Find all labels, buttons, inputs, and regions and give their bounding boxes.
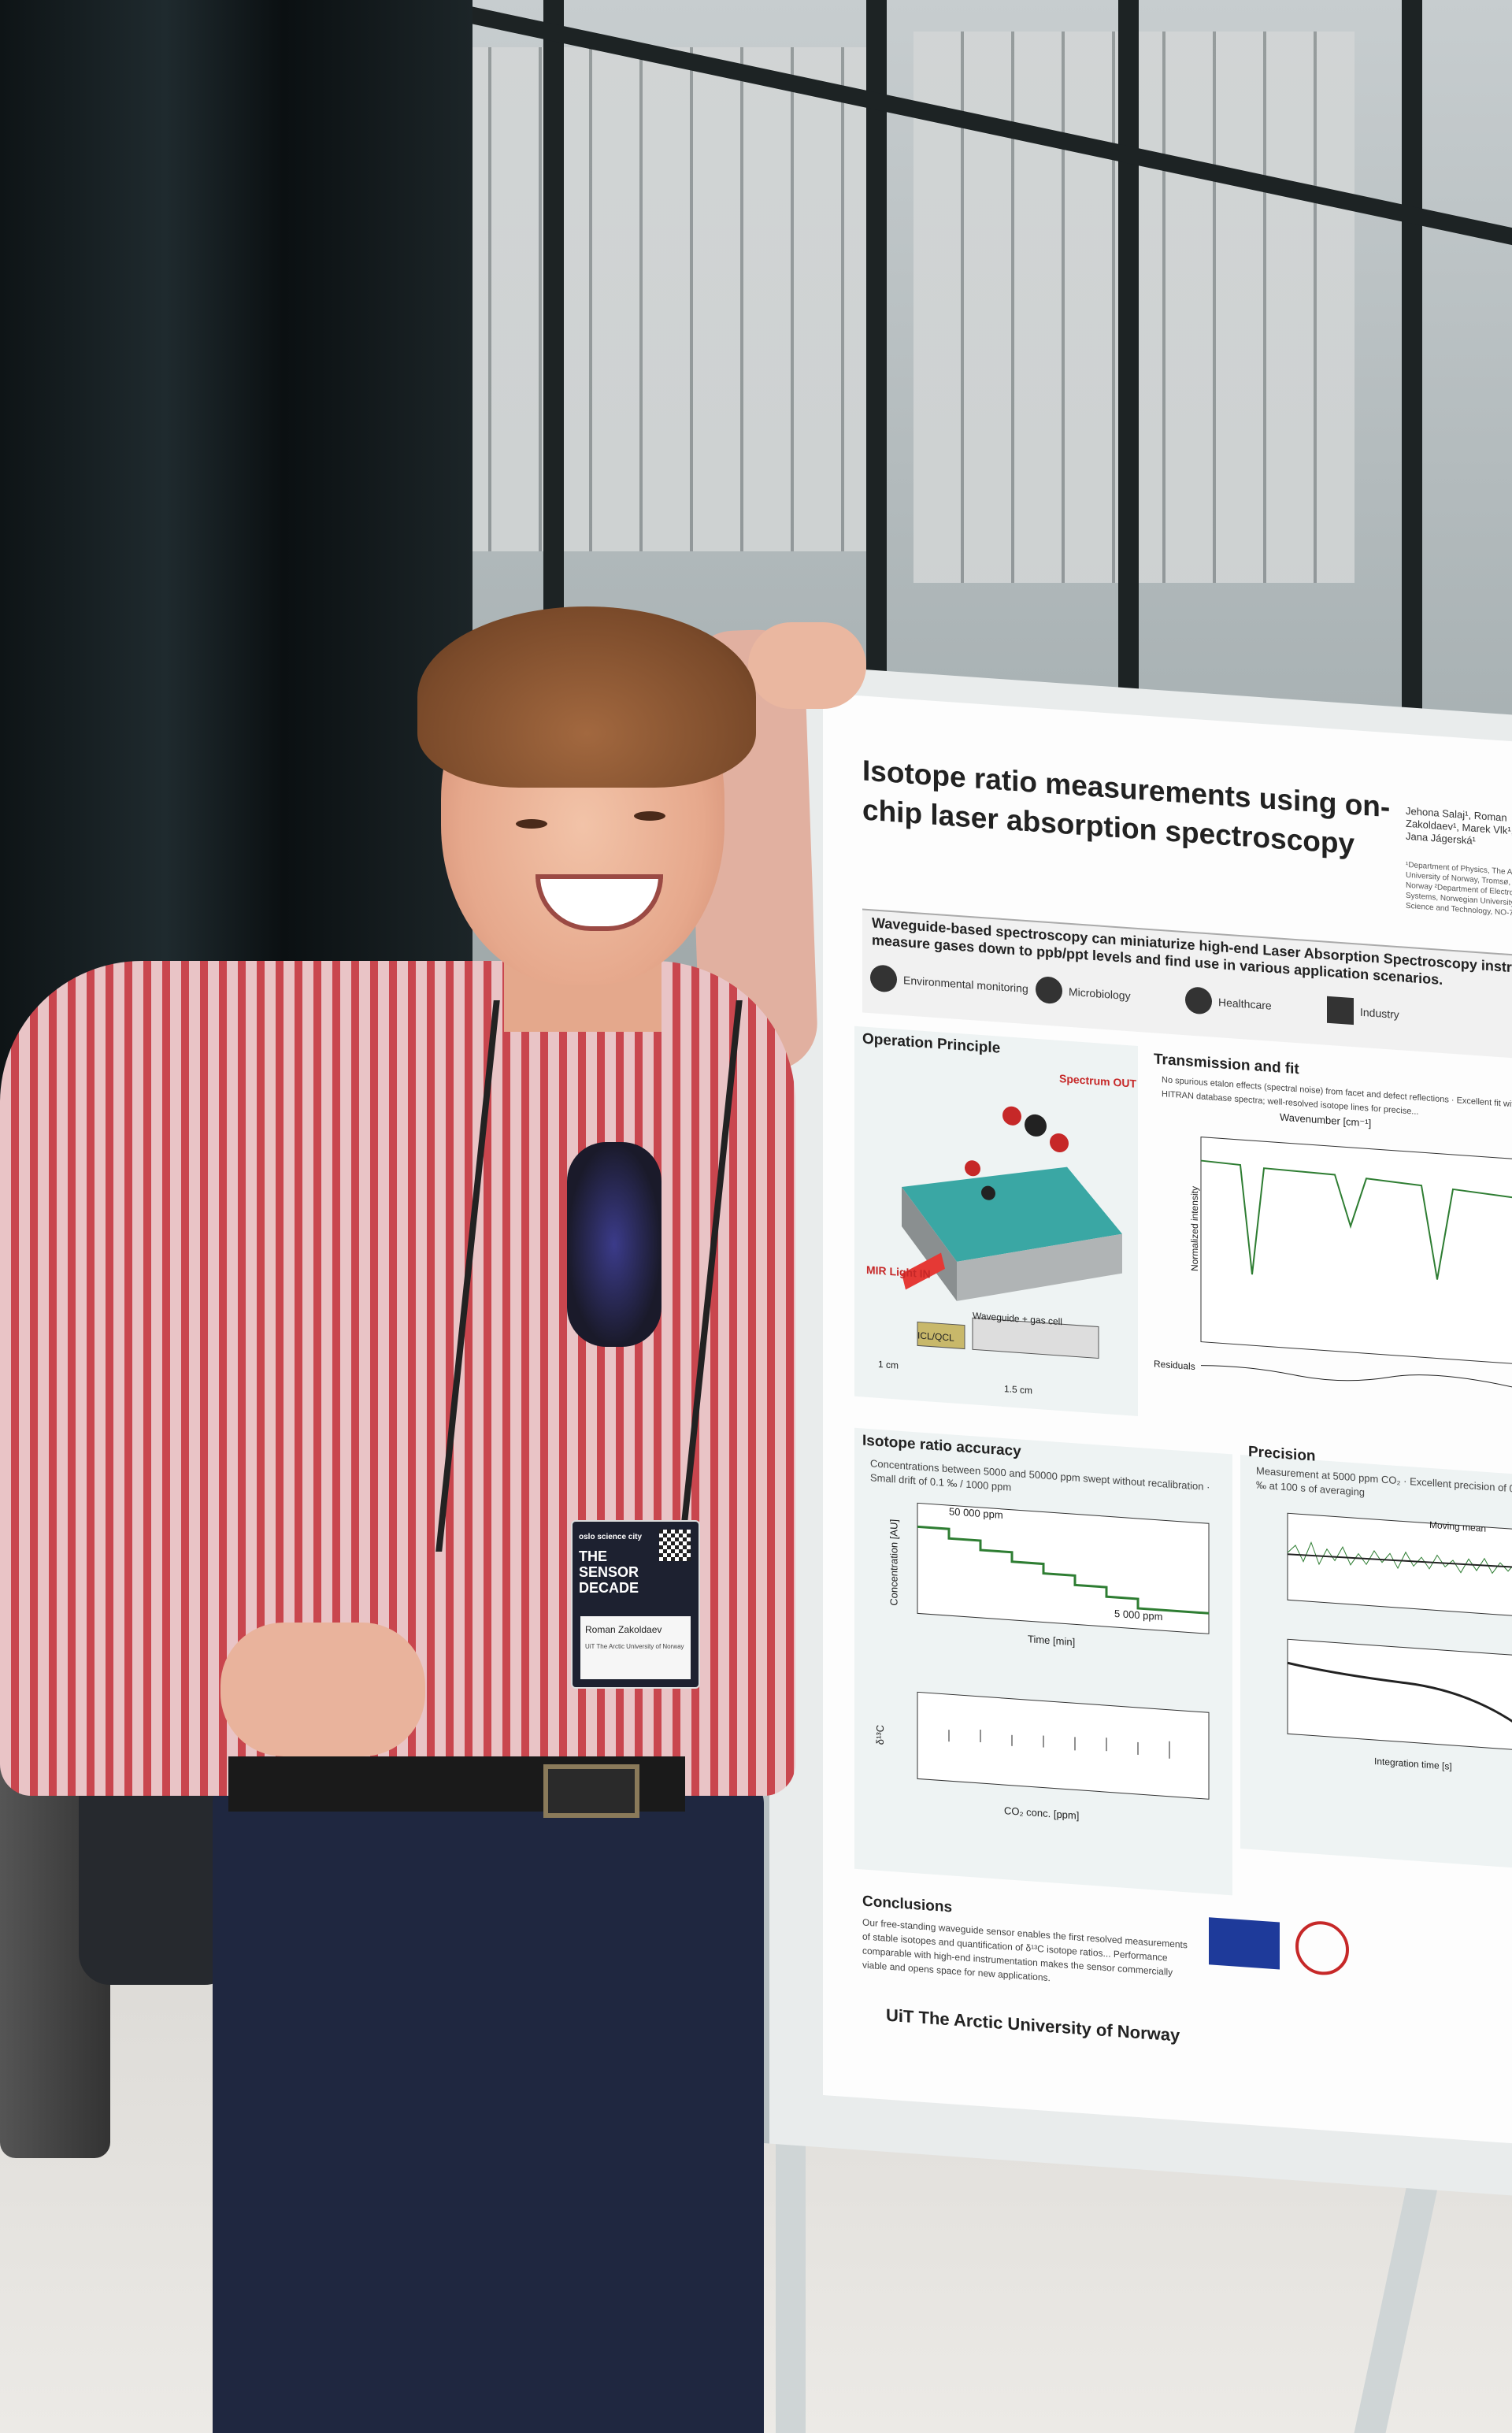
precision-plots — [1287, 1512, 1512, 1752]
person-hair — [417, 606, 756, 788]
medical-cross-icon — [1185, 986, 1212, 1015]
badge-name-area: Roman Zakoldaev UiT The Arctic Universit… — [580, 1616, 691, 1679]
person-hand — [748, 622, 866, 709]
erc-logo — [1295, 1919, 1349, 1977]
belt-buckle — [543, 1764, 639, 1818]
axis-concentration: Concentration [AU] — [888, 1519, 900, 1607]
app-label: Industry — [1360, 1005, 1399, 1022]
window-mullion — [1402, 0, 1422, 709]
conclusions-text: Our free-standing waveguide sensor enabl… — [862, 1916, 1188, 1984]
badge-org: UiT The Arctic University of Norway — [585, 1643, 684, 1650]
app-label: Healthcare — [1218, 996, 1272, 1012]
landscape-icon — [870, 964, 897, 993]
qr-code — [659, 1530, 691, 1561]
section-title: Conclusions — [862, 1893, 953, 1916]
app-label: Environmental monitoring — [903, 974, 1028, 996]
axis-delta13c: δ¹³C — [874, 1724, 887, 1745]
badge-name: Roman Zakoldaev — [585, 1624, 662, 1635]
factory-icon — [1327, 996, 1354, 1025]
person-hand — [220, 1623, 425, 1756]
accuracy-plots — [917, 1502, 1210, 1800]
window-mullion — [866, 0, 887, 709]
name-badge: oslo science city THE SENSOR DECADE Roma… — [571, 1520, 700, 1689]
chip-diagram — [902, 1106, 1122, 1359]
university-name: UiT The Arctic University of Norway — [886, 2005, 1180, 2045]
transmission-plot — [1200, 1137, 1512, 1390]
microscope-icon — [1036, 975, 1062, 1005]
badge-event-line1: oslo science city — [579, 1533, 643, 1541]
person-pants — [213, 1772, 764, 2433]
label-1-5cm: 1.5 cm — [1004, 1383, 1033, 1396]
window-mullion — [1118, 0, 1139, 709]
badge-event-line2: THE SENSOR DECADE — [579, 1548, 639, 1596]
board-stand — [776, 2127, 806, 2433]
sunglasses — [567, 1142, 662, 1347]
person-eye — [516, 819, 547, 829]
axis-normalized-intensity: Normalized intensity — [1189, 1185, 1201, 1272]
person-eye — [634, 811, 665, 821]
poster-title: Isotope ratio measurements using on-chip… — [862, 754, 1391, 861]
poster-affiliations: ¹Department of Physics, The Arctic Unive… — [1406, 860, 1512, 919]
label-1cm: 1 cm — [878, 1358, 899, 1371]
app-industry: Industry — [1327, 996, 1399, 1028]
building-facade — [441, 47, 882, 551]
app-label: Microbiology — [1069, 985, 1131, 1003]
poster-authors: Jehona Salaj¹, Roman Zakoldaev¹, Marek V… — [1406, 804, 1512, 847]
poster: Isotope ratio measurements using on-chip… — [823, 693, 1512, 2145]
eu-flag-logo — [1209, 1917, 1280, 1970]
